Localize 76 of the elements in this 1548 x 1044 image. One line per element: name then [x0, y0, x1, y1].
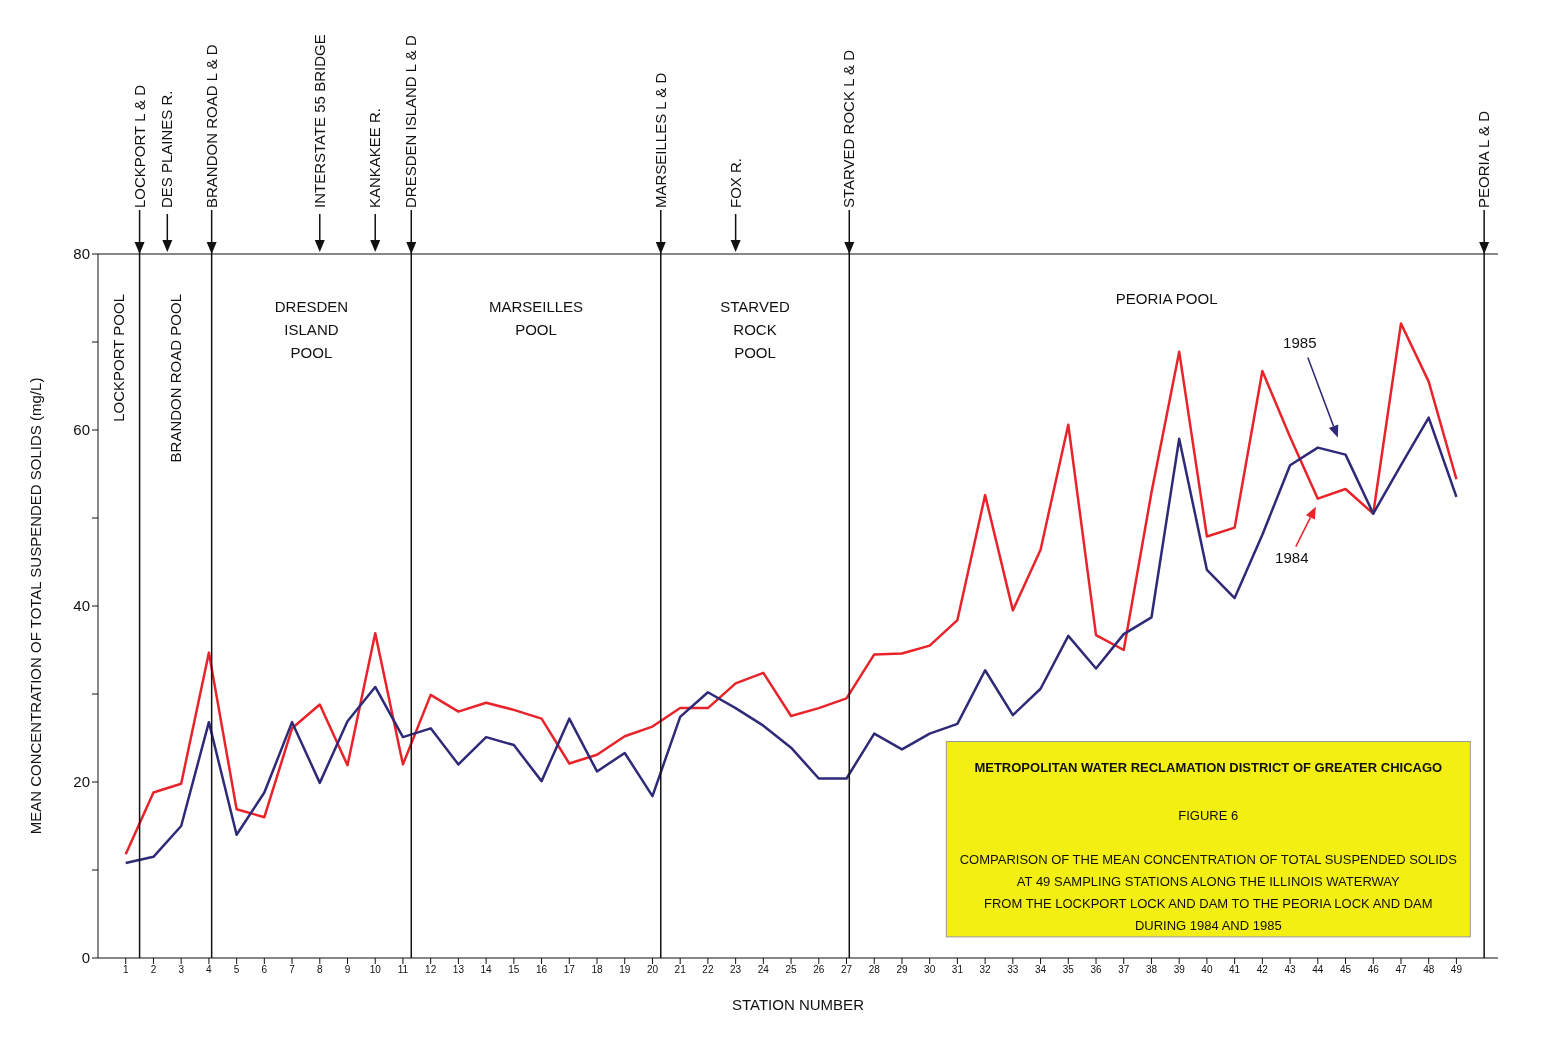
x-tick-label: 28	[868, 964, 881, 976]
x-tick-label: 8	[317, 964, 323, 976]
x-tick-label: 44	[1312, 964, 1324, 976]
x-tick-label: 22	[702, 964, 714, 976]
x-tick-label: 31	[951, 964, 964, 976]
annotation: BRANDON ROAD POOL	[166, 294, 184, 463]
x-tick-label: 11	[397, 964, 409, 976]
x-tick-label: 13	[452, 964, 465, 976]
text: KANKAKEE R.	[366, 107, 384, 208]
annotation: STARVED ROCK POOL	[720, 298, 790, 361]
x-tick-label: 19	[619, 964, 631, 976]
x-tick-label: 5	[233, 964, 240, 976]
ref-line-label: LOCKPORT L & D	[130, 84, 148, 208]
y-tick-label: 80	[73, 245, 90, 263]
annotation: LOCKPORT POOL	[109, 294, 127, 422]
text: FOX R.	[726, 157, 744, 208]
x-tick-label: 27	[840, 964, 853, 976]
x-tick-label: 48	[1423, 964, 1435, 976]
legend-label: 1984	[1275, 548, 1309, 566]
x-tick-label: 40	[1201, 964, 1213, 976]
y-axis-title: MEAN CONCENTRATION OF TOTAL SUSPENDED SOLIDS (mg/L)	[27, 377, 45, 835]
annotation: PEORIA POOL	[1115, 290, 1218, 307]
y-tick-label: 60	[73, 421, 90, 439]
ref-line-label: DRESDEN ISLAND L & D	[402, 35, 420, 208]
annotation: DRESDEN ISLAND POOL	[274, 298, 349, 361]
x-tick-label: 20	[646, 964, 659, 976]
x-tick-label: 23	[730, 964, 742, 976]
x-tick-label: 2	[150, 964, 157, 976]
text: DES PLAINES R.	[158, 90, 176, 208]
y-tick-label: 0	[81, 949, 90, 967]
x-tick-label: 38	[1145, 964, 1158, 976]
x-tick-label: 43	[1284, 964, 1297, 976]
text: 1985	[1283, 333, 1317, 351]
x-tick-label: 42	[1256, 964, 1269, 976]
x-tick-label: 36	[1090, 964, 1103, 976]
x-axis-title: STATION NUMBER	[732, 996, 865, 1013]
x-tick-label: 46	[1367, 964, 1380, 976]
x-tick-label: 26	[813, 964, 825, 976]
ref-line-label: BRANDON ROAD L & D	[202, 44, 220, 208]
text: FIGURE 6 COMPARISON OF THE MEAN CONCENTRATION OF TOTAL SUSPENDED SOLIDS AT 49 SAMPLING STATIONS ALONG THE ILLINOIS WATERWAY FROM THE LOCKPORT LOCK AND DAM TO THE PEORIA LOCK AND DAM DURING 1984 AND 1985	[959, 807, 1457, 933]
x-tick-label: 37	[1118, 964, 1130, 976]
x-tick-label: 9	[344, 964, 351, 976]
x-tick-label: 33	[1007, 964, 1019, 976]
text: INTERSTATE 55 BRIDGE	[310, 34, 328, 208]
x-tick-label: 24	[757, 964, 770, 976]
x-tick-label: 29	[896, 964, 908, 976]
x-tick-label: 41	[1229, 964, 1241, 976]
x-tick-label: 1	[122, 964, 129, 976]
x-tick-label: 32	[979, 964, 992, 976]
x-tick-label: 35	[1062, 964, 1075, 976]
y-tick-label: 40	[73, 597, 90, 615]
x-tick-label: 21	[674, 964, 687, 976]
annotation: MARSEILLES POOL	[488, 298, 584, 338]
x-tick-label: 25	[785, 964, 798, 976]
text: METROPOLITAN WATER RECLAMATION DISTRICT OF GREATER CHICAGO	[974, 759, 1443, 775]
x-tick-label: 30	[924, 964, 936, 976]
x-tick-label: 18	[591, 964, 604, 976]
x-tick-label: 49	[1450, 964, 1463, 976]
x-tick-label: 4	[206, 964, 213, 976]
x-tick-label: 34	[1035, 964, 1047, 976]
x-tick-label: 39	[1173, 964, 1186, 976]
x-tick-label: 45	[1339, 964, 1352, 976]
y-tick-label: 20	[73, 773, 90, 791]
x-tick-label: 7	[289, 964, 296, 976]
ref-line-label: MARSEILLES L & D	[651, 72, 669, 208]
x-tick-label: 17	[563, 964, 576, 976]
ref-line-label: PEORIA L & D	[1475, 110, 1493, 208]
x-tick-label: 10	[369, 964, 382, 976]
ref-line-label: STARVED ROCK L & D	[840, 49, 858, 208]
x-tick-label: 47	[1395, 964, 1407, 976]
x-tick-label: 6	[261, 964, 268, 976]
x-tick-label: 12	[425, 964, 437, 976]
x-tick-label: 15	[508, 964, 520, 976]
x-tick-label: 16	[536, 964, 548, 976]
x-tick-label: 3	[178, 964, 185, 976]
x-tick-label: 14	[480, 964, 493, 976]
